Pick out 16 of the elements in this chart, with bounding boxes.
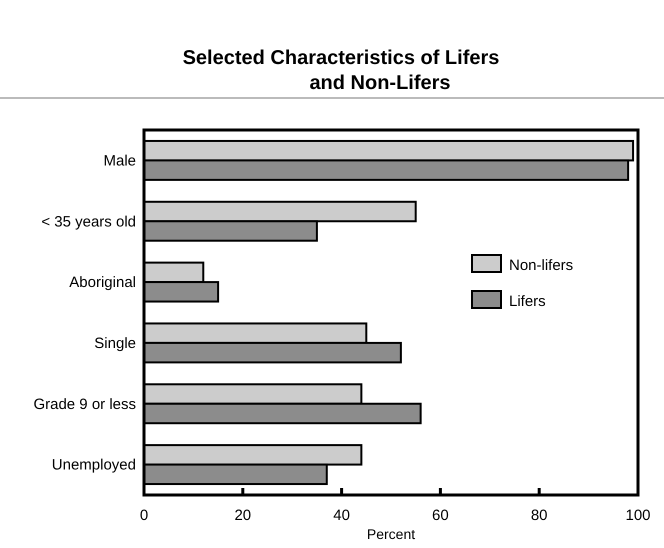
x-tick-label: 100 [625,507,651,524]
y-tick-label: Single [94,334,136,352]
y-tick-label: Male [103,152,136,170]
x-tick-label: 0 [140,507,148,524]
y-tick-label: Grade 9 or less [33,396,136,413]
x-tick-label: 80 [530,507,548,524]
chart-title: Selected Characteristics of Lifers and Non-Lifers [182,47,500,94]
y-tick-label: < 35 years old [41,213,136,230]
y-tick-label: Aboriginal [69,274,136,292]
x-tick-label: 20 [234,507,252,524]
legend-label: Lifers [509,293,546,310]
x-axis-title: Percent [366,526,416,542]
y-tick-label: Unemployed [52,456,136,474]
x-tick-label: 60 [432,507,449,524]
legend-label: Non-lifers [509,257,574,274]
x-tick-label: 40 [333,507,350,524]
